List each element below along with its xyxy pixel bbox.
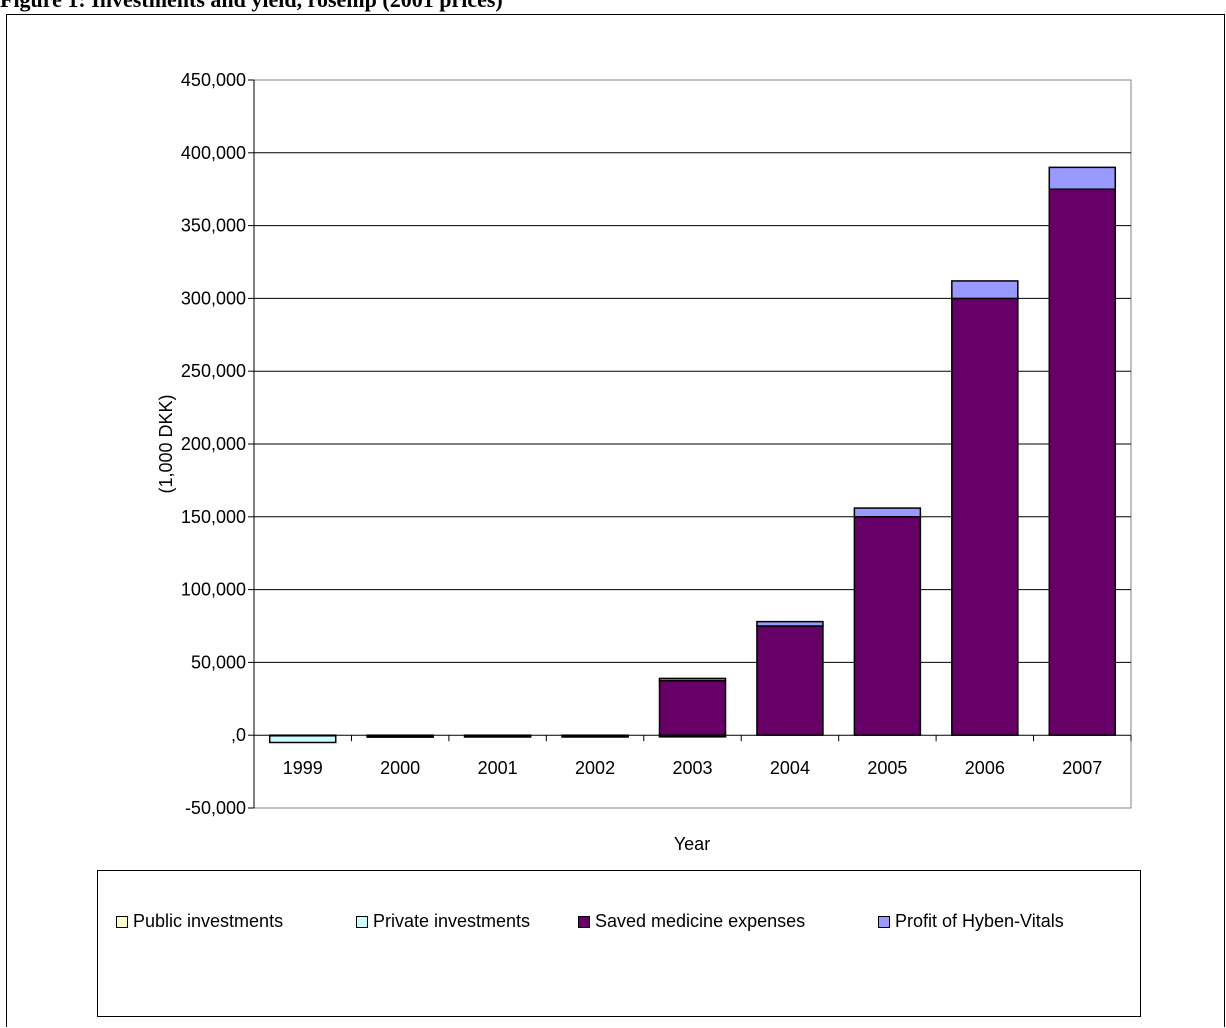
legend-label: Private investments — [373, 911, 531, 931]
bar-segment — [268, 735, 337, 744]
bars — [268, 166, 1117, 744]
y-tick-label: 400,000 — [181, 143, 246, 163]
bar-segment — [853, 516, 922, 736]
y-tick-label: 150,000 — [181, 507, 246, 527]
legend: Public investments Private investments Sav… — [97, 870, 1141, 1017]
legend-swatch — [578, 915, 590, 928]
x-tick-label: 2005 — [867, 758, 907, 778]
bar-segment — [756, 625, 824, 736]
legend-label: Public investments — [133, 911, 284, 931]
bar-segment — [756, 620, 824, 627]
x-tick-label: 2006 — [965, 758, 1005, 778]
y-tick-label: 100,000 — [181, 580, 246, 600]
bar-segment — [951, 297, 1019, 736]
x-tick-label: 2000 — [380, 758, 420, 778]
x-tick-label: 2004 — [770, 758, 810, 778]
legend-swatch — [878, 915, 890, 928]
y-tick-label: 200,000 — [181, 434, 246, 454]
bar-segment — [561, 734, 629, 738]
legend-item: Profit of Hyben-Vitals — [878, 911, 1064, 932]
bar-segment — [1048, 188, 1117, 736]
y-tick-label: 450,000 — [181, 70, 246, 90]
bar-segment — [1048, 166, 1117, 190]
x-tick-label: 2001 — [478, 758, 518, 778]
bar-segment — [853, 507, 922, 518]
y-tick-label: 300,000 — [181, 288, 246, 308]
y-tick-label: 350,000 — [181, 216, 246, 236]
bar-segment — [951, 280, 1019, 300]
x-axis-title: Year — [674, 834, 710, 854]
legend-label: Profit of Hyben-Vitals — [895, 911, 1064, 931]
x-tick-label: 1999 — [283, 758, 323, 778]
bar-segment — [658, 677, 727, 682]
axes: 450,000 400,000 350,000 300,000 250,000 200,0… — [181, 70, 1132, 818]
legend-label: Saved medicine expenses — [595, 911, 806, 931]
bar-segment — [463, 734, 532, 738]
figure-title: Figure 1: Investments and yield, rosehip… — [0, 0, 503, 13]
y-tick-label: 250,000 — [181, 361, 246, 381]
y-tick-label: 50,000 — [191, 652, 246, 672]
bar-segment — [658, 679, 727, 736]
x-tick-label: 2007 — [1062, 758, 1102, 778]
x-tick-label: 2002 — [575, 758, 615, 778]
legend-swatch — [116, 915, 128, 928]
y-tick-label: ,0 — [231, 725, 246, 745]
legend-swatch — [356, 915, 368, 928]
x-tick-label: 2003 — [672, 758, 712, 778]
legend-item: Private investments — [356, 911, 530, 932]
bar-segment — [366, 734, 434, 738]
legend-item: Saved medicine expenses — [578, 911, 805, 932]
y-tick-label: -50,000 — [185, 798, 246, 818]
y-axis-title: (1,000 DKK) — [156, 394, 176, 493]
legend-item: Public investments — [116, 911, 283, 932]
